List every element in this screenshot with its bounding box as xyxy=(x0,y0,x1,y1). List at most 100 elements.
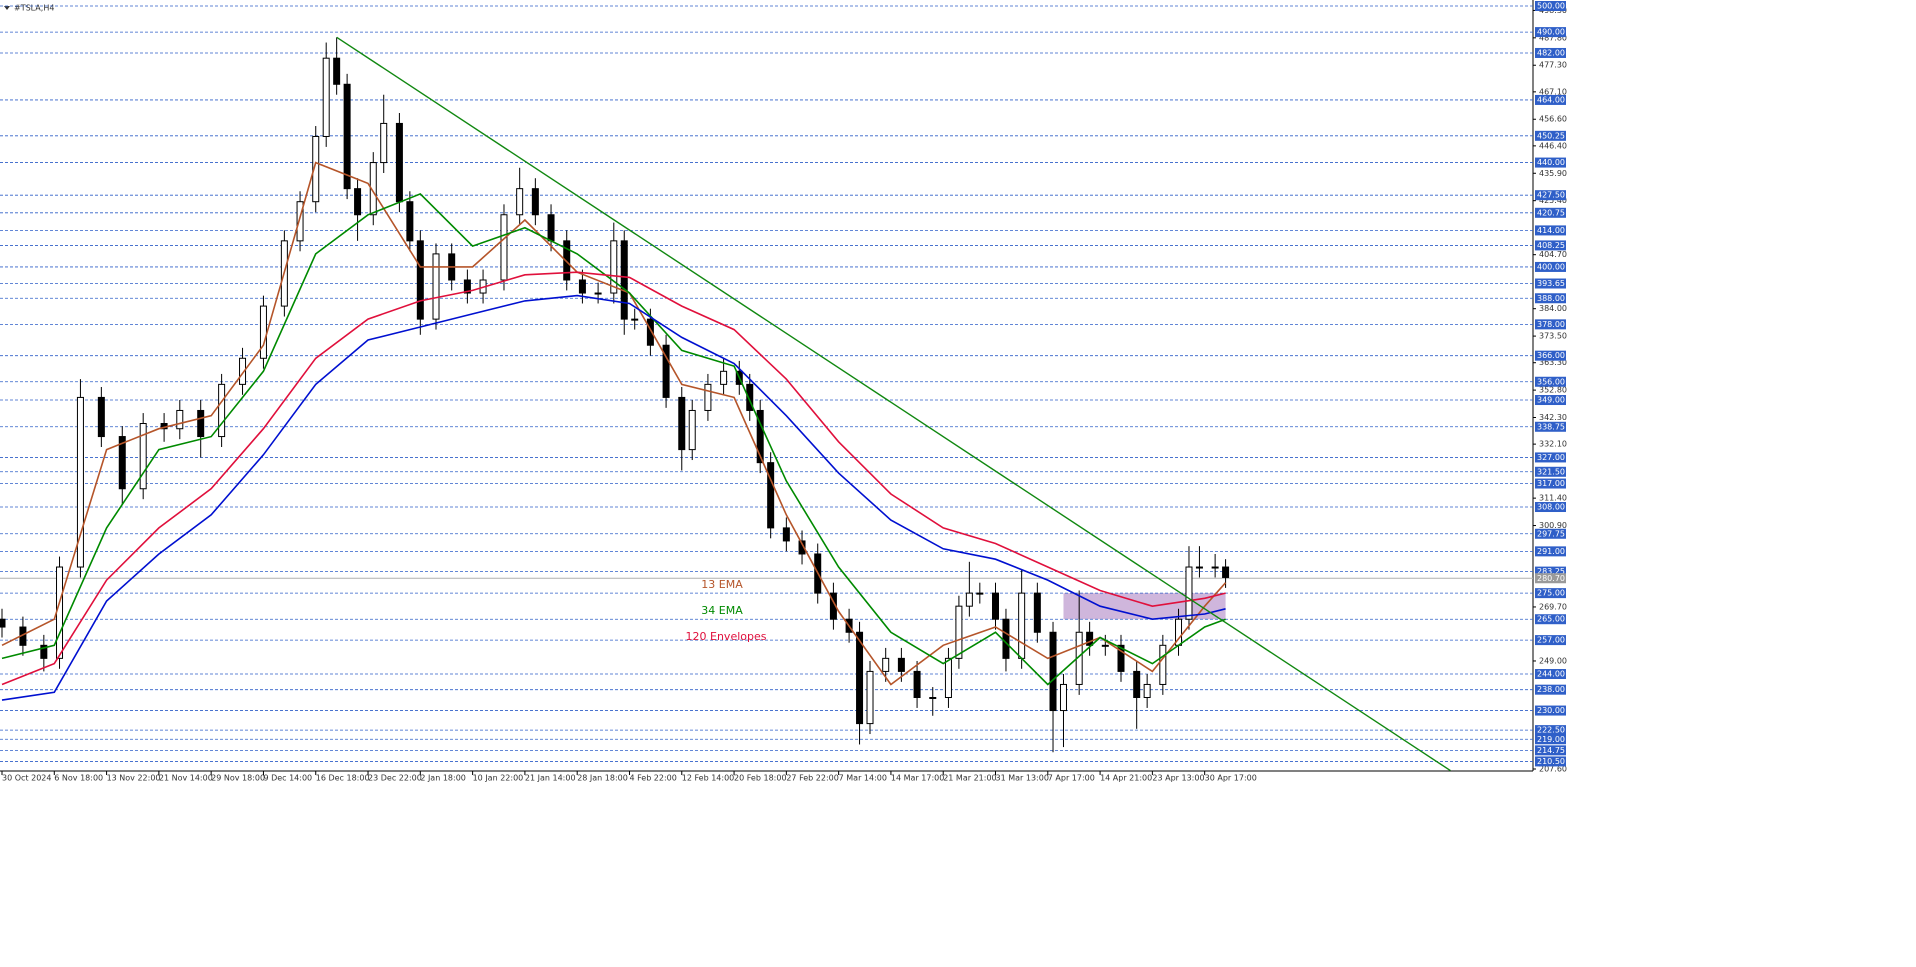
candle-body xyxy=(798,540,806,555)
candle-body xyxy=(1211,566,1219,569)
x-tick-label: 30 Apr 17:00 xyxy=(1205,774,1257,783)
level-label-box xyxy=(1535,94,1566,105)
candle-body xyxy=(578,279,586,294)
candle-body xyxy=(343,83,351,190)
level-label: 440.00 xyxy=(1537,158,1565,167)
candle-body xyxy=(369,162,377,216)
candle-body xyxy=(563,240,571,281)
candle-body xyxy=(1002,618,1010,659)
candle-body xyxy=(239,357,247,385)
level-label: 238.00 xyxy=(1537,685,1565,694)
x-tick-label: 23 Apr 13:00 xyxy=(1152,774,1204,783)
candle-body xyxy=(218,383,226,438)
candle-body xyxy=(720,370,728,385)
y-tick-label: 384.00 xyxy=(1539,304,1567,313)
candle-body xyxy=(1195,566,1203,569)
candle-body xyxy=(197,409,205,438)
x-tick-label: 21 Mar 21:00 xyxy=(943,774,996,783)
candle-body xyxy=(76,396,84,568)
level-label-box xyxy=(1535,725,1566,736)
level-label: 408.25 xyxy=(1537,241,1565,250)
candle-body xyxy=(610,240,618,294)
level-label-box xyxy=(1535,1,1566,11)
candle-body xyxy=(354,188,362,216)
level-label-box xyxy=(1535,27,1566,38)
level-label: 222.50 xyxy=(1537,726,1565,735)
candle-body xyxy=(432,253,440,320)
candle-body xyxy=(631,318,639,321)
level-label: 317.00 xyxy=(1537,479,1565,488)
candle-body xyxy=(380,122,388,164)
level-label: 257.00 xyxy=(1537,636,1565,645)
last-price-label: 280.70 xyxy=(1537,574,1565,583)
y-tick-label: 332.10 xyxy=(1539,440,1567,449)
candle-body xyxy=(767,462,775,529)
level-label: 500.00 xyxy=(1537,2,1565,11)
level-label-box xyxy=(1535,240,1566,251)
level-label: 265.00 xyxy=(1537,615,1565,624)
candle-body xyxy=(897,657,905,672)
candle-body xyxy=(782,527,790,542)
level-label-box xyxy=(1535,130,1566,141)
level-label: 378.00 xyxy=(1537,320,1565,329)
level-label-box xyxy=(1535,684,1566,695)
level-label: 482.00 xyxy=(1537,48,1565,57)
y-tick-label: 425.40 xyxy=(1539,196,1567,205)
level-label: 450.25 xyxy=(1537,131,1565,140)
level-label: 275.00 xyxy=(1537,589,1565,598)
y-tick-label: 404.70 xyxy=(1539,250,1567,259)
level-label: 219.00 xyxy=(1537,735,1565,744)
level-label: 366.00 xyxy=(1537,351,1565,360)
candle-body xyxy=(882,657,890,672)
y-tick-label: 446.40 xyxy=(1539,141,1567,150)
x-tick-label: 7 Mar 14:00 xyxy=(839,774,887,783)
candle-body xyxy=(646,318,654,346)
y-tick-label: 300.90 xyxy=(1539,521,1567,530)
level-label: 214.75 xyxy=(1537,746,1565,755)
candle-body xyxy=(1086,631,1094,646)
candle-body xyxy=(594,292,602,295)
y-tick-label: 249.00 xyxy=(1539,656,1567,665)
level-label-box xyxy=(1535,395,1566,406)
x-tick-label: 30 Oct 2024 xyxy=(2,774,51,783)
y-tick-label: 352.80 xyxy=(1539,386,1567,395)
x-tick-label: 9 Dec 14:00 xyxy=(263,774,312,783)
candle-body xyxy=(406,201,414,242)
x-tick-label: 14 Mar 17:00 xyxy=(891,774,944,783)
level-label-box xyxy=(1535,376,1566,387)
series-line xyxy=(1,192,1226,686)
candle-body xyxy=(1033,592,1041,633)
candle-body xyxy=(688,409,696,451)
x-tick-label: 13 Nov 22:00 xyxy=(107,774,161,783)
candle-body xyxy=(620,240,628,320)
level-label-box xyxy=(1535,466,1566,477)
level-label: 283.25 xyxy=(1537,567,1565,576)
x-tick-label: 23 Dec 22:00 xyxy=(368,774,422,783)
level-label: 427.50 xyxy=(1537,191,1565,200)
candle-body xyxy=(1222,566,1230,578)
level-label: 400.00 xyxy=(1537,262,1565,271)
candle-body xyxy=(976,592,984,595)
level-label: 464.00 xyxy=(1537,95,1565,104)
level-label-box xyxy=(1535,745,1566,756)
series-line xyxy=(336,36,1451,772)
candle-body xyxy=(756,409,764,464)
level-label: 349.00 xyxy=(1537,396,1565,405)
level-label-box xyxy=(1535,614,1566,625)
candle-body xyxy=(913,670,921,699)
level-label-box xyxy=(1535,528,1566,539)
x-tick-label: 6 Nov 18:00 xyxy=(54,774,103,783)
level-label-box xyxy=(1535,278,1566,289)
candle-body xyxy=(312,135,320,203)
y-tick-label: 373.50 xyxy=(1539,332,1567,341)
series-line xyxy=(1,271,1226,686)
level-label: 414.00 xyxy=(1537,226,1565,235)
y-tick-label: 435.90 xyxy=(1539,169,1567,178)
candle-body xyxy=(0,618,6,628)
level-label: 393.65 xyxy=(1537,279,1565,288)
y-tick-label: 456.60 xyxy=(1539,115,1567,124)
level-label: 356.00 xyxy=(1537,377,1565,386)
candle-body xyxy=(500,214,508,281)
y-tick-label: 311.40 xyxy=(1539,494,1567,503)
